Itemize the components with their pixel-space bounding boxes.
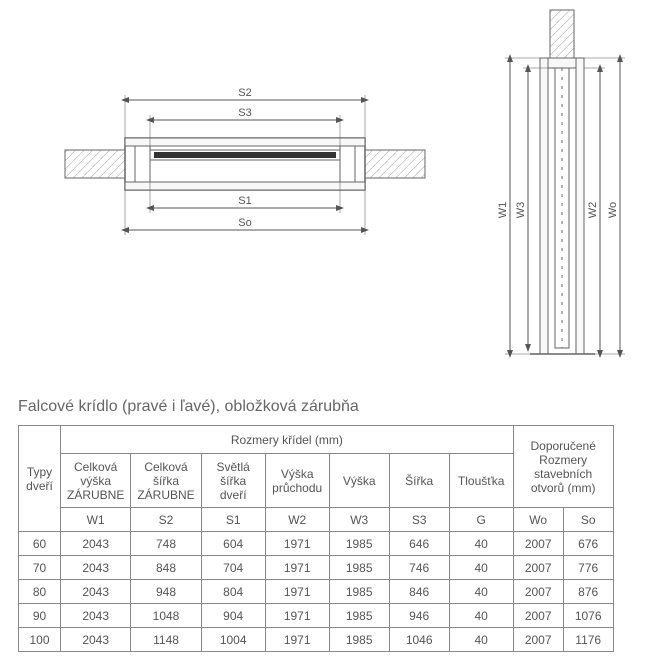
cell-typ: 90 (19, 604, 61, 628)
cell-s1: 1004 (201, 628, 265, 652)
table-body: 6020437486041971198564640200767670204384… (19, 532, 614, 652)
cell-w2: 1971 (265, 628, 329, 652)
table-row: 70204384870419711985746402007776 (19, 556, 614, 580)
cell-so: 1076 (563, 604, 613, 628)
technical-drawing-svg: S2 S3 S1 So W1 (0, 0, 665, 380)
table-row: 80204394880419711985846402007876 (19, 580, 614, 604)
dim-label-wo: Wo (607, 202, 619, 218)
page-title: Falcové krídlo (pravé i ľavé), obložková… (18, 398, 359, 416)
cell-w1: 2043 (61, 628, 131, 652)
th-typy: Typy dveří (19, 426, 61, 532)
code-s2: S2 (131, 508, 201, 532)
cell-typ: 80 (19, 580, 61, 604)
dim-label-s1: S1 (238, 195, 251, 207)
cell-w3: 1985 (329, 556, 389, 580)
cell-w3: 1985 (329, 580, 389, 604)
code-wo: Wo (513, 508, 563, 532)
cell-wo: 2007 (513, 604, 563, 628)
dim-label-s2: S2 (238, 87, 251, 99)
cell-so: 1176 (563, 628, 613, 652)
cell-s2: 948 (131, 580, 201, 604)
th-csz: Celková šířka ZÁRUBNE (131, 454, 201, 508)
cell-w1: 2043 (61, 580, 131, 604)
th-cvz: Celková výška ZÁRUBNE (61, 454, 131, 508)
cell-typ: 100 (19, 628, 61, 652)
cell-s3: 746 (389, 556, 449, 580)
cell-s3: 1046 (389, 628, 449, 652)
dim-label-so: So (238, 217, 251, 229)
th-doporucene: Doporučené Rozmery stavebních otvorů (mm… (513, 426, 613, 508)
cell-w1: 2043 (61, 556, 131, 580)
dim-label-w1: W1 (497, 202, 509, 219)
code-s1: S1 (201, 508, 265, 532)
table-row: 60204374860419711985646402007676 (19, 532, 614, 556)
cell-so: 876 (563, 580, 613, 604)
cell-w3: 1985 (329, 628, 389, 652)
cell-wo: 2007 (513, 580, 563, 604)
cell-w1: 2043 (61, 532, 131, 556)
code-w2: W2 (265, 508, 329, 532)
cell-s1: 804 (201, 580, 265, 604)
cell-w2: 1971 (265, 556, 329, 580)
cell-s2: 1048 (131, 604, 201, 628)
cell-wo: 2007 (513, 628, 563, 652)
cell-s3: 646 (389, 532, 449, 556)
side-section-view: W1 W3 W2 Wo (497, 10, 625, 354)
cell-s1: 604 (201, 532, 265, 556)
cell-s2: 1148 (131, 628, 201, 652)
cell-wo: 2007 (513, 556, 563, 580)
cell-w3: 1985 (329, 604, 389, 628)
code-so: So (563, 508, 613, 532)
cell-w2: 1971 (265, 580, 329, 604)
th-s: Šířka (389, 454, 449, 508)
cell-s1: 704 (201, 556, 265, 580)
cell-g: 40 (449, 604, 513, 628)
top-section-view: S2 S3 S1 So (65, 87, 425, 235)
cell-g: 40 (449, 556, 513, 580)
th-vp: Výška průchodu (265, 454, 329, 508)
cell-w3: 1985 (329, 532, 389, 556)
code-g: G (449, 508, 513, 532)
cell-s1: 904 (201, 604, 265, 628)
code-s3: S3 (389, 508, 449, 532)
code-w3: W3 (329, 508, 389, 532)
table-row: 9020431048904197119859464020071076 (19, 604, 614, 628)
cell-g: 40 (449, 580, 513, 604)
cell-so: 676 (563, 532, 613, 556)
dim-label-w2: W2 (587, 202, 599, 219)
cell-w2: 1971 (265, 604, 329, 628)
cell-g: 40 (449, 532, 513, 556)
th-rozmery: Rozmery křídel (mm) (61, 426, 514, 454)
dim-label-w3: W3 (515, 202, 527, 219)
cell-s2: 748 (131, 532, 201, 556)
th-ss: Světlá šířka dveří (201, 454, 265, 508)
diagrams-area: S2 S3 S1 So W1 (0, 0, 665, 380)
cell-so: 776 (563, 556, 613, 580)
cell-g: 40 (449, 628, 513, 652)
th-t: Tloušťka (449, 454, 513, 508)
cell-s3: 846 (389, 580, 449, 604)
code-w1: W1 (61, 508, 131, 532)
cell-typ: 70 (19, 556, 61, 580)
dimensions-table: Typy dveří Rozmery křídel (mm) Doporučen… (18, 425, 614, 652)
th-v: Výška (329, 454, 389, 508)
cell-w2: 1971 (265, 532, 329, 556)
dim-label-s3: S3 (238, 107, 251, 119)
cell-typ: 60 (19, 532, 61, 556)
cell-s2: 848 (131, 556, 201, 580)
cell-w1: 2043 (61, 604, 131, 628)
cell-wo: 2007 (513, 532, 563, 556)
table-row: 1002043114810041971198510464020071176 (19, 628, 614, 652)
cell-s3: 946 (389, 604, 449, 628)
